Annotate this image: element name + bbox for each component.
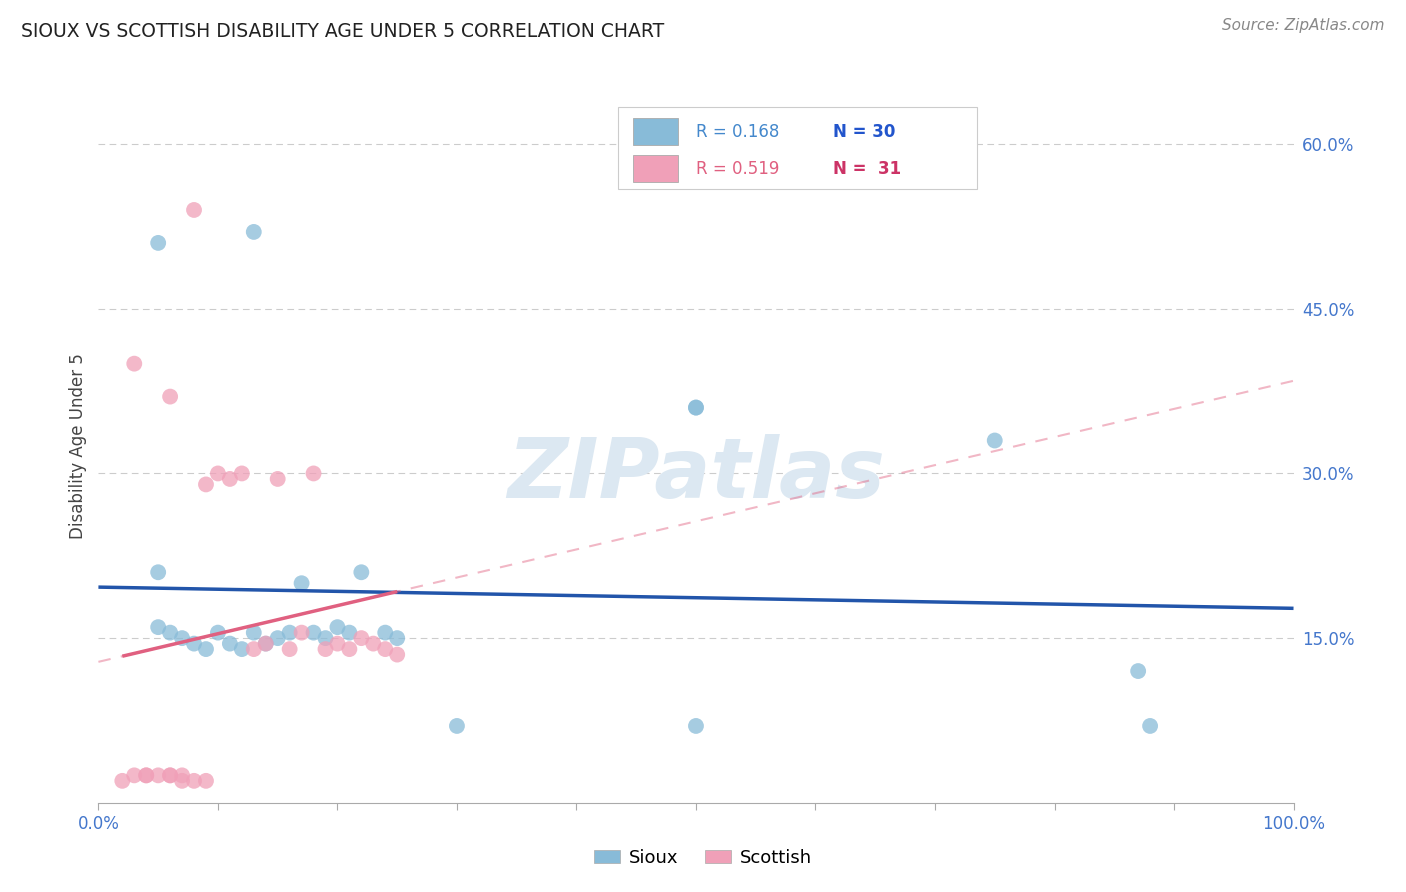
Point: [207, 467, 229, 481]
Point: [302, 625, 325, 640]
Point: [172, 773, 194, 788]
Point: [339, 642, 360, 657]
Point: [685, 401, 707, 415]
Point: [148, 768, 170, 782]
Point: [148, 235, 170, 250]
Point: [219, 637, 242, 651]
Point: [172, 768, 194, 782]
Point: [243, 642, 266, 657]
Y-axis label: Disability Age Under 5: Disability Age Under 5: [69, 353, 87, 539]
FancyBboxPatch shape: [619, 107, 977, 189]
Point: [385, 648, 409, 662]
Point: [172, 631, 194, 645]
Point: [219, 472, 242, 486]
Point: [243, 225, 266, 239]
Point: [374, 642, 396, 657]
Point: [984, 434, 1007, 448]
Point: [315, 642, 337, 657]
Point: [194, 773, 218, 788]
Point: [183, 773, 205, 788]
Point: [326, 620, 349, 634]
Point: [363, 637, 385, 651]
Point: [159, 390, 181, 404]
Point: [183, 637, 205, 651]
Point: [1139, 719, 1161, 733]
Point: [291, 576, 314, 591]
Point: [231, 642, 253, 657]
Point: [350, 566, 373, 580]
Point: [315, 631, 337, 645]
Text: ZIPatlas: ZIPatlas: [508, 434, 884, 515]
Point: [278, 625, 301, 640]
Point: [267, 472, 290, 486]
Point: [124, 357, 146, 371]
Point: [243, 625, 266, 640]
Point: [685, 719, 707, 733]
Text: N =  31: N = 31: [834, 160, 901, 178]
Point: [254, 637, 277, 651]
Point: [1128, 664, 1150, 678]
Text: Source: ZipAtlas.com: Source: ZipAtlas.com: [1222, 18, 1385, 33]
Point: [446, 719, 468, 733]
Text: SIOUX VS SCOTTISH DISABILITY AGE UNDER 5 CORRELATION CHART: SIOUX VS SCOTTISH DISABILITY AGE UNDER 5…: [21, 22, 665, 41]
FancyBboxPatch shape: [633, 155, 678, 182]
Point: [207, 625, 229, 640]
Point: [278, 642, 301, 657]
Point: [685, 401, 707, 415]
Point: [374, 625, 396, 640]
Point: [194, 477, 218, 491]
Text: N = 30: N = 30: [834, 123, 896, 141]
Point: [159, 625, 181, 640]
Point: [135, 768, 157, 782]
Point: [183, 202, 205, 217]
Point: [124, 768, 146, 782]
Point: [385, 631, 409, 645]
Point: [148, 566, 170, 580]
Point: [339, 625, 360, 640]
Point: [326, 637, 349, 651]
Point: [302, 467, 325, 481]
Point: [111, 773, 134, 788]
FancyBboxPatch shape: [633, 118, 678, 145]
Point: [159, 768, 181, 782]
Point: [291, 625, 314, 640]
Text: R = 0.168: R = 0.168: [696, 123, 779, 141]
Point: [148, 620, 170, 634]
Point: [254, 637, 277, 651]
Text: R = 0.519: R = 0.519: [696, 160, 779, 178]
Point: [267, 631, 290, 645]
Point: [159, 768, 181, 782]
Point: [350, 631, 373, 645]
Point: [135, 768, 157, 782]
Point: [231, 467, 253, 481]
Legend: Sioux, Scottish: Sioux, Scottish: [588, 842, 818, 874]
Point: [194, 642, 218, 657]
